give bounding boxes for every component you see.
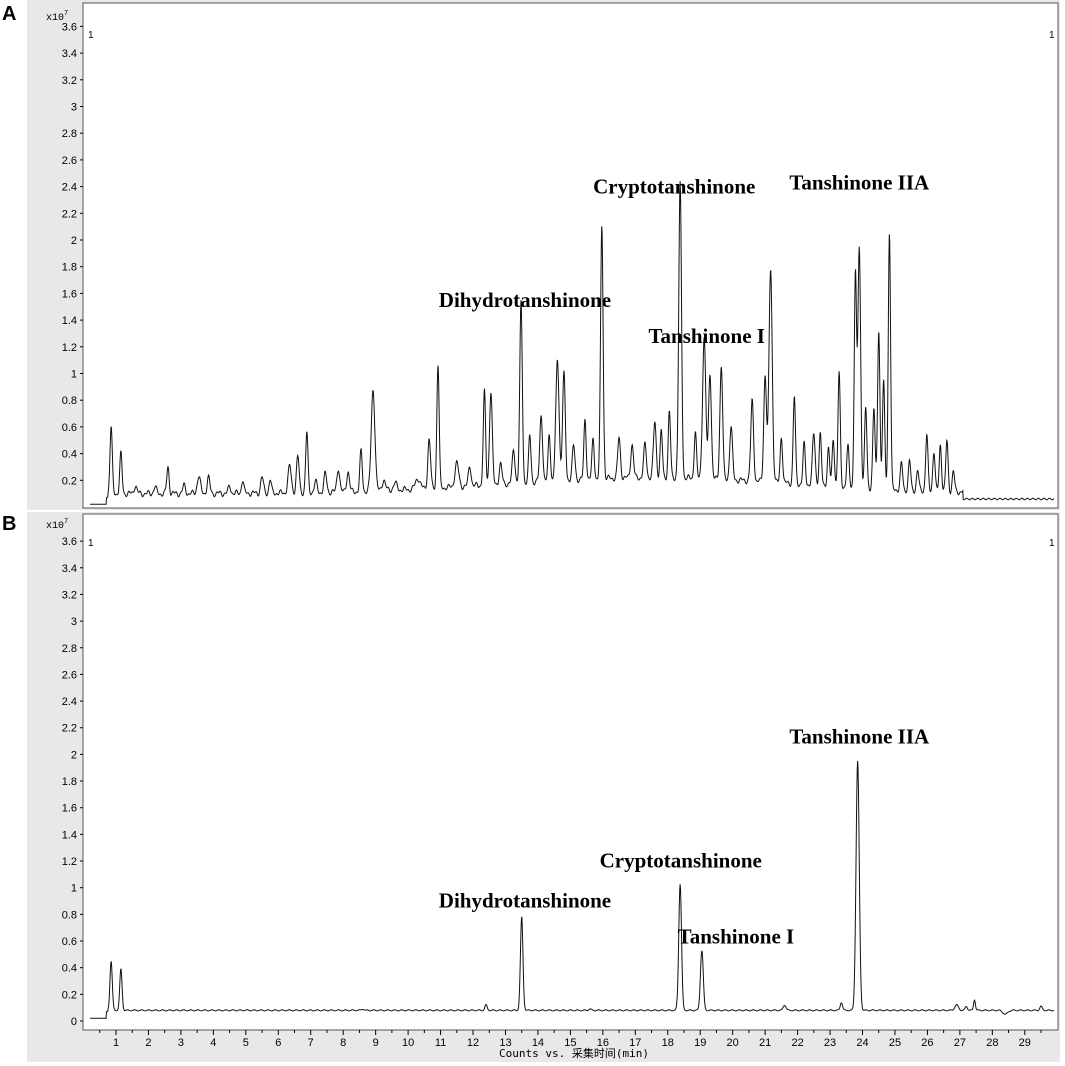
- peak-label: Cryptotanshinone: [600, 849, 762, 873]
- y-tick-label: 2.6: [62, 669, 77, 681]
- y-tick-label: 1.4: [62, 829, 77, 841]
- y-tick-label: 2.4: [62, 696, 77, 708]
- y-tick-label: 1: [71, 369, 77, 381]
- x-tick-label: 3: [178, 1037, 184, 1049]
- x-tick-label: 9: [373, 1037, 379, 1049]
- y-tick-label: 3.2: [62, 589, 77, 601]
- x-tick-label: 17: [629, 1037, 641, 1049]
- x-tick-label: 7: [308, 1037, 314, 1049]
- x-tick-label: 15: [564, 1037, 576, 1049]
- panel-a-plot-area: [82, 2, 1059, 509]
- x-tick-label: 6: [275, 1037, 281, 1049]
- x-tick-label: 18: [662, 1037, 674, 1049]
- x-tick-label: 21: [759, 1037, 771, 1049]
- x-tick-label: 20: [727, 1037, 739, 1049]
- x-tick-label: 10: [402, 1037, 414, 1049]
- y-tick-label: 2.2: [62, 208, 77, 220]
- y-tick-label: 2: [71, 235, 77, 247]
- peak-label: Dihydrotanshinone: [439, 288, 611, 312]
- y-tick-label: 3.6: [62, 21, 77, 33]
- y-tick-label: 1.2: [62, 856, 77, 868]
- x-tick-label: 13: [499, 1037, 511, 1049]
- y-tick-label: 2.6: [62, 155, 77, 167]
- x-tick-label: 4: [210, 1037, 216, 1049]
- panel-b-corner-left: 1: [88, 538, 94, 549]
- panel-b: B x107 1 1 0 0.2 0.4 0.6 0.8 1 1.2 1.4 1.6 1.8 2 2.…: [2, 512, 1060, 1062]
- x-tick-label: 19: [694, 1037, 706, 1049]
- x-tick-label: 22: [791, 1037, 803, 1049]
- panel-b-letter: B: [2, 513, 16, 535]
- x-tick-label: 27: [954, 1037, 966, 1049]
- panel-a-letter: A: [2, 3, 16, 25]
- y-tick-label: 2.4: [62, 182, 77, 194]
- y-tick-label: 2: [71, 749, 77, 761]
- y-tick-label: 3: [71, 616, 77, 628]
- y-tick-label: 1.8: [62, 262, 77, 274]
- peak-label: Tanshinone I: [648, 324, 765, 348]
- panel-b-annotations: Dihydrotanshinone Cryptotanshinone Tanshin…: [439, 725, 930, 949]
- y-tick-label: 3.4: [62, 563, 77, 575]
- y-tick-label: 0.2: [62, 989, 77, 1001]
- y-tick-label: 3.2: [62, 75, 77, 87]
- y-tick-label: 1.6: [62, 288, 77, 300]
- peak-label: Tanshinone IIA: [789, 725, 930, 749]
- y-tick-label: 3.6: [62, 536, 77, 548]
- x-tick-label: 23: [824, 1037, 836, 1049]
- x-axis-title: Counts vs. 采集时间(min): [499, 1046, 649, 1060]
- y-tick-label: 0.4: [62, 449, 77, 461]
- panel-b-x-axis: 1 2 3 4 5 6 7 8 9 10 11 12 13 14 15 16 17 18 19 20 21 22 23 24 2…: [99, 1030, 1042, 1049]
- panel-a-trace: [90, 181, 1055, 505]
- x-tick-label: 16: [597, 1037, 609, 1049]
- y-tick-label: 2.8: [62, 643, 77, 655]
- y-tick-label: 0.8: [62, 395, 77, 407]
- peak-label: Dihydrotanshinone: [439, 889, 611, 913]
- x-tick-label: 14: [532, 1037, 544, 1049]
- x-tick-label: 8: [340, 1037, 346, 1049]
- x-tick-label: 24: [856, 1037, 868, 1049]
- panel-b-corner-right: 1: [1049, 538, 1055, 549]
- panel-a-y-multiplier: x107: [46, 10, 68, 24]
- panel-a: A x107 1 1 0.2 0.4 0.6 0.8 1 1.2 1.4 1.6 1.8 2 2.2…: [2, 0, 1060, 510]
- y-tick-label: 1.8: [62, 776, 77, 788]
- x-tick-label: 1: [113, 1037, 119, 1049]
- y-tick-label: 3: [71, 102, 77, 114]
- panel-a-corner-right: 1: [1049, 30, 1055, 41]
- panel-a-corner-left: 1: [88, 30, 94, 41]
- y-tick-label: 0.8: [62, 909, 77, 921]
- y-tick-label: 0.6: [62, 936, 77, 948]
- y-tick-label: 0.2: [62, 475, 77, 487]
- x-tick-label: 28: [986, 1037, 998, 1049]
- y-tick-label: 3.4: [62, 48, 77, 60]
- y-tick-label: 1.6: [62, 803, 77, 815]
- panel-b-y-axis: 0 0.2 0.4 0.6 0.8 1 1.2 1.4 1.6 1.8 2 2.2 2.4 2.6 2.8 3…: [62, 536, 83, 1028]
- y-tick-label: 0: [71, 1016, 77, 1028]
- y-tick-label: 2.8: [62, 128, 77, 140]
- x-tick-label: 29: [1019, 1037, 1031, 1049]
- peak-label: Tanshinone IIA: [789, 170, 930, 194]
- peak-label: Tanshinone I: [678, 925, 795, 949]
- panel-b-trace: [90, 760, 1055, 1019]
- y-tick-label: 1.2: [62, 342, 77, 354]
- panel-b-y-multiplier: x107: [46, 518, 68, 532]
- x-tick-label: 26: [921, 1037, 933, 1049]
- panel-a-y-axis: 0.2 0.4 0.6 0.8 1 1.2 1.4 1.6 1.8 2 2.2 2.4 2.6 2.8 3 3…: [62, 21, 83, 487]
- x-tick-label: 12: [467, 1037, 479, 1049]
- x-tick-label: 25: [889, 1037, 901, 1049]
- x-tick-label: 2: [145, 1037, 151, 1049]
- y-tick-label: 1: [71, 883, 77, 895]
- x-tick-label: 11: [435, 1037, 446, 1049]
- y-tick-label: 0.4: [62, 963, 77, 975]
- y-tick-label: 1.4: [62, 315, 77, 327]
- panel-a-annotations: Dihydrotanshinone Cryptotanshinone Tanshin…: [439, 170, 930, 348]
- peak-label: Cryptotanshinone: [593, 174, 755, 198]
- y-tick-label: 0.6: [62, 422, 77, 434]
- x-tick-label: 5: [243, 1037, 249, 1049]
- y-tick-label: 2.2: [62, 723, 77, 735]
- panel-b-plot-area: [82, 513, 1059, 1031]
